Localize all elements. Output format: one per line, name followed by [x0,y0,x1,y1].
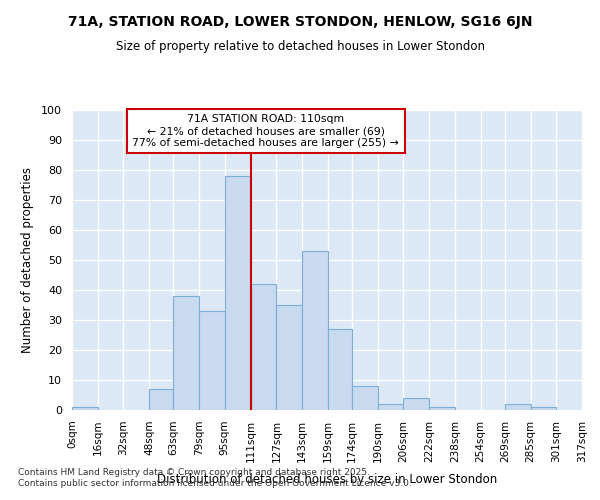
Bar [302,251,328,410]
Text: 71A STATION ROAD: 110sqm
← 21% of detached houses are smaller (69)
77% of semi-d: 71A STATION ROAD: 110sqm ← 21% of detach… [133,114,399,148]
Text: Contains HM Land Registry data © Crown copyright and database right 2025.
Contai: Contains HM Land Registry data © Crown c… [18,468,412,487]
Y-axis label: Number of detached properties: Number of detached properties [22,167,34,353]
Bar [505,404,530,410]
Bar [328,329,352,410]
Bar [149,389,173,410]
Bar [199,311,225,410]
Bar [277,305,302,410]
Bar [72,407,98,410]
Bar [403,398,429,410]
Text: Size of property relative to detached houses in Lower Stondon: Size of property relative to detached ho… [115,40,485,53]
Bar [530,407,556,410]
Bar [429,407,455,410]
Bar [251,284,277,410]
Text: 71A, STATION ROAD, LOWER STONDON, HENLOW, SG16 6JN: 71A, STATION ROAD, LOWER STONDON, HENLOW… [68,15,532,29]
Bar [377,404,403,410]
Bar [173,296,199,410]
Bar [225,176,251,410]
Bar [352,386,377,410]
X-axis label: Distribution of detached houses by size in Lower Stondon: Distribution of detached houses by size … [157,473,497,486]
